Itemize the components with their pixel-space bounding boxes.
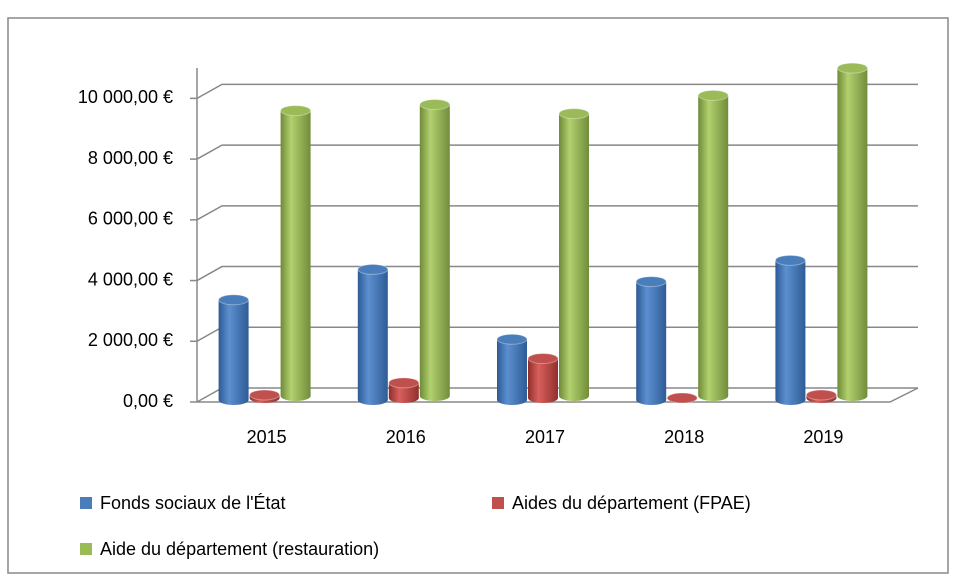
bar-bottom [698, 391, 729, 401]
x-tick-label: 2016 [386, 427, 426, 447]
grid-line [196, 205, 918, 221]
bar-bottom [497, 395, 527, 405]
y-tick-label: 4 000,00 € [88, 269, 173, 289]
bar-body [419, 104, 450, 396]
x-tick-label: 2018 [664, 427, 704, 447]
x-tick-label: 2019 [803, 427, 843, 447]
bar-top [249, 389, 281, 401]
grid-line [196, 265, 918, 282]
x-tick-label: 2017 [525, 427, 565, 447]
bar-bottom [357, 395, 388, 405]
bar-bottom [419, 391, 450, 401]
bar [218, 294, 250, 405]
bar-body [775, 260, 806, 400]
bar [805, 389, 837, 403]
bar-top [496, 333, 528, 345]
legend-swatch [80, 497, 92, 509]
bar-top [388, 377, 420, 389]
legend-swatch [492, 497, 504, 509]
bar-bottom [528, 393, 558, 403]
bar-top [666, 392, 698, 404]
bar-body [698, 95, 729, 397]
bar [836, 62, 868, 401]
y-tick-label: 10 000,00 € [78, 87, 173, 107]
bar-body [218, 299, 249, 400]
bar-top [527, 353, 559, 365]
bar-top [218, 294, 250, 306]
bar-bottom [218, 395, 249, 405]
bar-top [635, 276, 667, 288]
legend-label: Aide du département (restauration) [100, 539, 379, 559]
bar-body [636, 281, 667, 400]
bar [527, 353, 559, 403]
bar [249, 389, 281, 403]
x-tick-label: 2015 [247, 427, 287, 447]
bar-top [558, 108, 590, 120]
legend-label: Fonds sociaux de l'État [100, 493, 286, 513]
bar [496, 333, 528, 405]
y-tick-label: 0,00 € [123, 391, 173, 411]
bar-top [357, 263, 389, 275]
bar-top [419, 99, 451, 111]
bar-top [836, 62, 868, 74]
legend-swatch [80, 543, 92, 555]
bar-body [497, 339, 527, 400]
bar-bottom [280, 391, 311, 401]
bar-body [528, 358, 558, 398]
bar-bottom [636, 395, 667, 405]
legend-label: Aides du département (FPAE) [512, 493, 751, 513]
bar-top [774, 254, 806, 266]
y-tick-label: 8 000,00 € [88, 148, 173, 168]
grid-line [196, 83, 918, 100]
bar [635, 276, 667, 405]
bar-body [559, 113, 589, 397]
bar-bottom [559, 391, 589, 401]
bar-top [697, 89, 729, 101]
bar-body [357, 269, 388, 400]
bar [419, 99, 451, 401]
bar-top [280, 105, 312, 117]
bar-top [805, 389, 837, 401]
y-tick-label: 2 000,00 € [88, 330, 173, 350]
bar [558, 108, 590, 401]
bar-body [280, 110, 311, 396]
bar-bottom [837, 391, 868, 401]
bar [774, 254, 806, 405]
bar-body [837, 68, 868, 396]
bar-bottom [775, 395, 806, 405]
y-tick-label: 6 000,00 € [88, 209, 173, 229]
bar [280, 105, 312, 401]
bar-bottom [388, 393, 419, 403]
bar [666, 392, 698, 404]
bar [357, 263, 389, 405]
floor-edge [197, 387, 919, 403]
grid-line [196, 144, 918, 160]
bar [388, 377, 420, 403]
bar [697, 89, 729, 401]
